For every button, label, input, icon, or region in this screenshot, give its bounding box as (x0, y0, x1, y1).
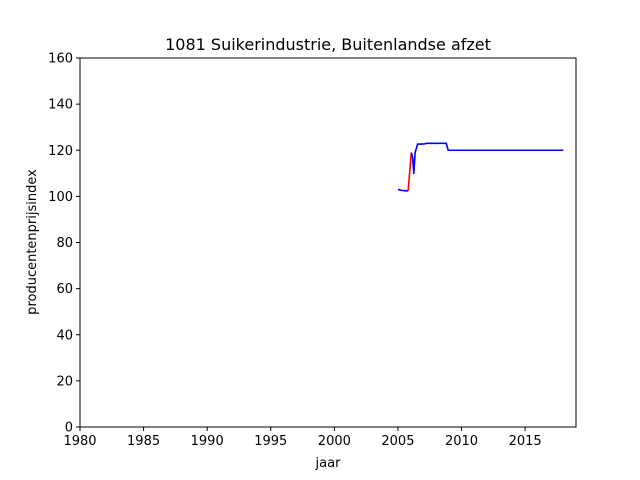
y-tick-label: 100 (48, 190, 73, 205)
x-axis-label: jaar (315, 456, 342, 471)
x-tick-label: 1995 (254, 434, 287, 449)
x-tick-label: 2010 (445, 434, 478, 449)
y-tick-label: 140 (48, 98, 73, 113)
x-tick-label: 1985 (127, 434, 160, 449)
y-tick-label: 80 (56, 236, 73, 251)
x-tick-label: 2015 (509, 434, 542, 449)
y-tick-label: 20 (56, 374, 73, 389)
y-axis-label: producentenprijsindex (25, 169, 40, 315)
y-tick-label: 0 (65, 421, 73, 436)
y-tick-label: 120 (48, 144, 73, 159)
x-axis: 1980 1985 1990 1995 2000 2005 2010 2015 (63, 427, 542, 449)
x-tick-label: 2000 (318, 434, 351, 449)
plot-lines (397, 142, 564, 192)
x-tick-label: 1980 (63, 434, 96, 449)
series-line-3 (410, 142, 564, 175)
y-axis: 0 20 40 60 80 100 120 140 160 (48, 52, 80, 436)
chart-title: 1081 Suikerindustrie, Buitenlandse afzet (165, 35, 491, 54)
series-line-1 (397, 188, 409, 192)
y-tick-label: 60 (56, 282, 73, 297)
y-tick-label: 40 (56, 328, 73, 343)
x-tick-label: 2005 (381, 434, 414, 449)
x-tick-label: 1990 (191, 434, 224, 449)
y-tick-label: 160 (48, 52, 73, 67)
series-line-2 (407, 152, 413, 191)
